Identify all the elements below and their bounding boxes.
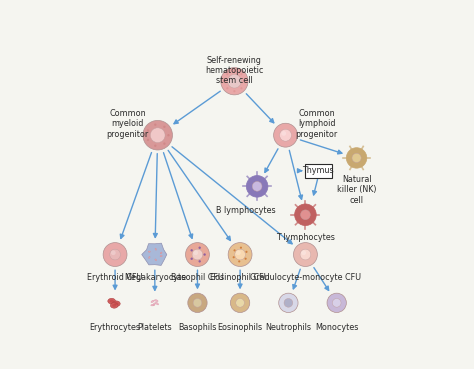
Circle shape — [154, 124, 156, 126]
Circle shape — [203, 254, 206, 256]
Text: Eosinophils: Eosinophils — [218, 323, 263, 332]
Ellipse shape — [112, 304, 116, 307]
Circle shape — [236, 299, 245, 307]
Ellipse shape — [148, 251, 150, 252]
Ellipse shape — [112, 301, 120, 307]
Circle shape — [199, 260, 201, 262]
Circle shape — [346, 148, 367, 168]
Text: Erythrocytes: Erythrocytes — [90, 323, 141, 332]
Circle shape — [279, 293, 298, 313]
Circle shape — [150, 128, 165, 142]
Circle shape — [300, 249, 311, 260]
Text: Neutrophils: Neutrophils — [265, 323, 311, 332]
Circle shape — [163, 142, 165, 145]
Text: Self-renewing
hematopoietic
stem cell: Self-renewing hematopoietic stem cell — [205, 56, 264, 86]
Ellipse shape — [108, 299, 116, 304]
Circle shape — [233, 90, 236, 92]
Ellipse shape — [153, 303, 155, 306]
Circle shape — [228, 242, 252, 266]
Circle shape — [111, 250, 116, 255]
Ellipse shape — [160, 252, 162, 254]
Circle shape — [192, 249, 203, 260]
Circle shape — [280, 129, 292, 141]
Ellipse shape — [114, 302, 118, 305]
Circle shape — [245, 258, 246, 260]
Ellipse shape — [160, 255, 162, 257]
Ellipse shape — [148, 256, 150, 258]
Text: B lymphocytes: B lymphocytes — [216, 206, 275, 215]
Circle shape — [246, 176, 268, 197]
Text: Erythroid CFU: Erythroid CFU — [87, 273, 143, 282]
Circle shape — [235, 249, 246, 260]
PathPatch shape — [142, 243, 167, 265]
Ellipse shape — [110, 303, 118, 308]
Circle shape — [240, 246, 242, 249]
Circle shape — [191, 249, 193, 252]
Text: Common
lymphoid
progenitor: Common lymphoid progenitor — [296, 109, 338, 139]
Circle shape — [282, 131, 286, 136]
Circle shape — [103, 242, 127, 266]
Circle shape — [233, 256, 235, 258]
Circle shape — [295, 204, 316, 225]
Ellipse shape — [109, 300, 114, 303]
Circle shape — [352, 154, 361, 162]
Circle shape — [167, 134, 170, 137]
Circle shape — [243, 80, 246, 82]
Circle shape — [223, 80, 226, 82]
Text: Basophils: Basophils — [178, 323, 217, 332]
Circle shape — [293, 242, 318, 266]
Text: Granulocyte-monocyte CFU: Granulocyte-monocyte CFU — [250, 273, 361, 282]
Circle shape — [236, 250, 241, 255]
FancyBboxPatch shape — [305, 163, 332, 178]
Ellipse shape — [155, 248, 156, 250]
Circle shape — [193, 299, 202, 307]
Text: Thymus: Thymus — [302, 166, 334, 175]
Circle shape — [188, 293, 207, 313]
Text: Basophil CFU: Basophil CFU — [171, 273, 224, 282]
Circle shape — [154, 145, 156, 147]
Circle shape — [233, 70, 236, 72]
Circle shape — [273, 123, 298, 147]
Circle shape — [230, 293, 250, 313]
Circle shape — [199, 246, 201, 249]
Circle shape — [240, 87, 243, 89]
Circle shape — [284, 299, 293, 307]
Circle shape — [246, 251, 247, 253]
Circle shape — [193, 250, 198, 255]
Circle shape — [327, 293, 346, 313]
Text: Monocytes: Monocytes — [315, 323, 358, 332]
Ellipse shape — [155, 302, 159, 305]
Circle shape — [109, 249, 120, 260]
Text: Natural
killer (NK)
cell: Natural killer (NK) cell — [337, 175, 376, 205]
Ellipse shape — [151, 304, 155, 306]
Text: Megakaryocyte: Megakaryocyte — [124, 273, 186, 282]
Text: Common
myeloid
progenitor: Common myeloid progenitor — [107, 109, 149, 139]
Circle shape — [143, 120, 173, 150]
Circle shape — [228, 75, 241, 88]
Circle shape — [252, 182, 262, 191]
Circle shape — [147, 130, 149, 132]
Circle shape — [185, 242, 210, 266]
Circle shape — [163, 125, 165, 128]
Circle shape — [240, 73, 243, 75]
Circle shape — [301, 250, 306, 255]
Circle shape — [147, 139, 149, 141]
Circle shape — [191, 258, 193, 260]
Circle shape — [234, 249, 236, 251]
Circle shape — [226, 87, 228, 89]
Circle shape — [238, 261, 240, 262]
Text: T lymphocytes: T lymphocytes — [276, 233, 335, 242]
Ellipse shape — [155, 259, 156, 261]
Circle shape — [221, 68, 248, 95]
Ellipse shape — [151, 300, 154, 303]
Ellipse shape — [155, 300, 158, 301]
Circle shape — [301, 210, 310, 220]
Text: Eosinophil CFU: Eosinophil CFU — [210, 273, 270, 282]
Text: Platelets: Platelets — [137, 323, 172, 332]
Circle shape — [332, 299, 341, 307]
Circle shape — [226, 73, 228, 75]
